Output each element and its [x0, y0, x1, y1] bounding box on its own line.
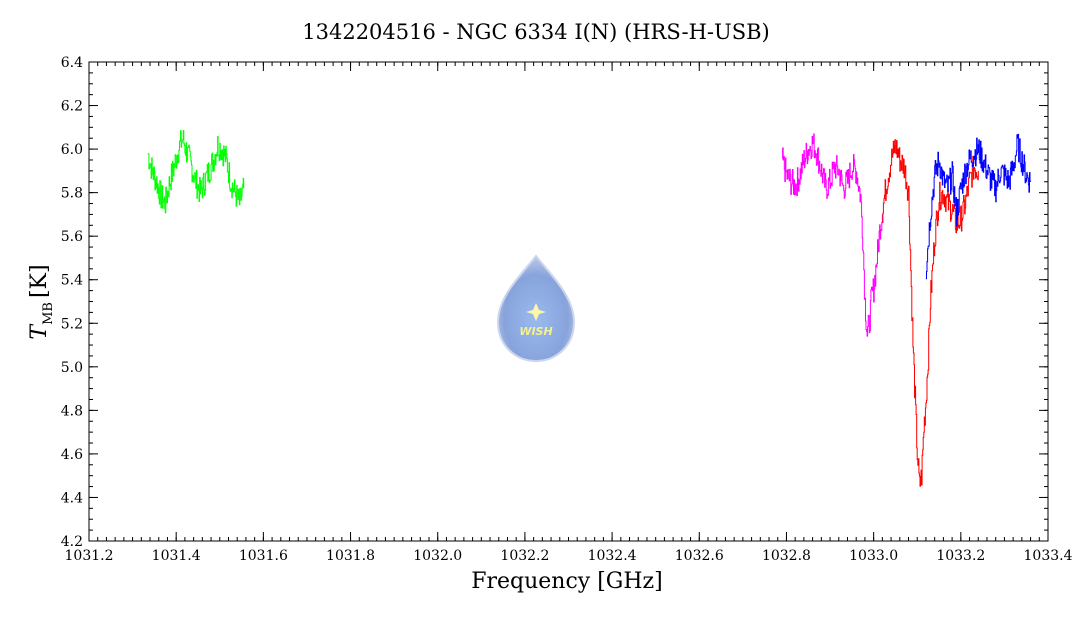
- series-line-1: [782, 133, 883, 337]
- y-tick-label: 6.0: [61, 142, 83, 158]
- series-line-2: [882, 139, 979, 487]
- logo-star-icon: [526, 303, 546, 321]
- x-tick-label: 1031.8: [326, 548, 375, 564]
- x-tick-label: 1032.2: [500, 548, 549, 564]
- x-tick-label: 1031.4: [152, 548, 201, 564]
- logo-text: WISH: [519, 325, 552, 338]
- svg-text:TMB[K]: TMB [K]: [27, 264, 56, 339]
- series-line-3: [925, 133, 1032, 280]
- x-tick-label: 1032.4: [588, 548, 637, 564]
- wish-logo: WISH: [496, 254, 576, 363]
- x-tick-label: 1032.6: [675, 548, 724, 564]
- y-tick-label: 5.8: [61, 186, 83, 202]
- x-tick-label: 1033.2: [936, 548, 985, 564]
- y-tick-label: 5.6: [61, 229, 83, 245]
- y-axis-label-symbol: T: [27, 323, 52, 340]
- y-tick-label: 6.4: [61, 55, 83, 71]
- x-tick-label: 1033.4: [1024, 548, 1072, 564]
- series-layer: [147, 130, 1032, 487]
- chart-title: 1342204516 - NGC 6334 I(N) (HRS-H-USB): [302, 20, 770, 44]
- x-tick-label: 1032.8: [762, 548, 811, 564]
- y-tick-label: 5.0: [61, 360, 83, 376]
- y-tick-label: 4.6: [61, 447, 83, 463]
- axes: 1031.2 1031.4 1031.6 1031.8 1032.0 1032.2 1032…: [61, 55, 1072, 564]
- series-line-0: [147, 130, 245, 214]
- x-axis-label: Frequency [GHz]: [471, 569, 663, 594]
- y-axis-label-unit: [K]: [27, 264, 52, 298]
- x-tick-label: 1033.0: [849, 548, 898, 564]
- x-tick-label: 1031.6: [239, 548, 288, 564]
- x-tick-label: 1032.0: [413, 548, 462, 564]
- y-tick-label: 4.8: [61, 403, 83, 419]
- y-tick-label: 4.2: [61, 534, 83, 550]
- y-tick-label: 4.4: [61, 490, 83, 506]
- x-tick-label: 1031.2: [65, 548, 114, 564]
- y-axis-label-subscript: MB: [41, 302, 56, 325]
- y-axis-label: TMB [K]: [27, 264, 56, 339]
- y-tick-label: 5.2: [61, 316, 83, 332]
- y-tick-label: 5.4: [61, 273, 83, 289]
- y-tick-label: 6.2: [61, 99, 83, 115]
